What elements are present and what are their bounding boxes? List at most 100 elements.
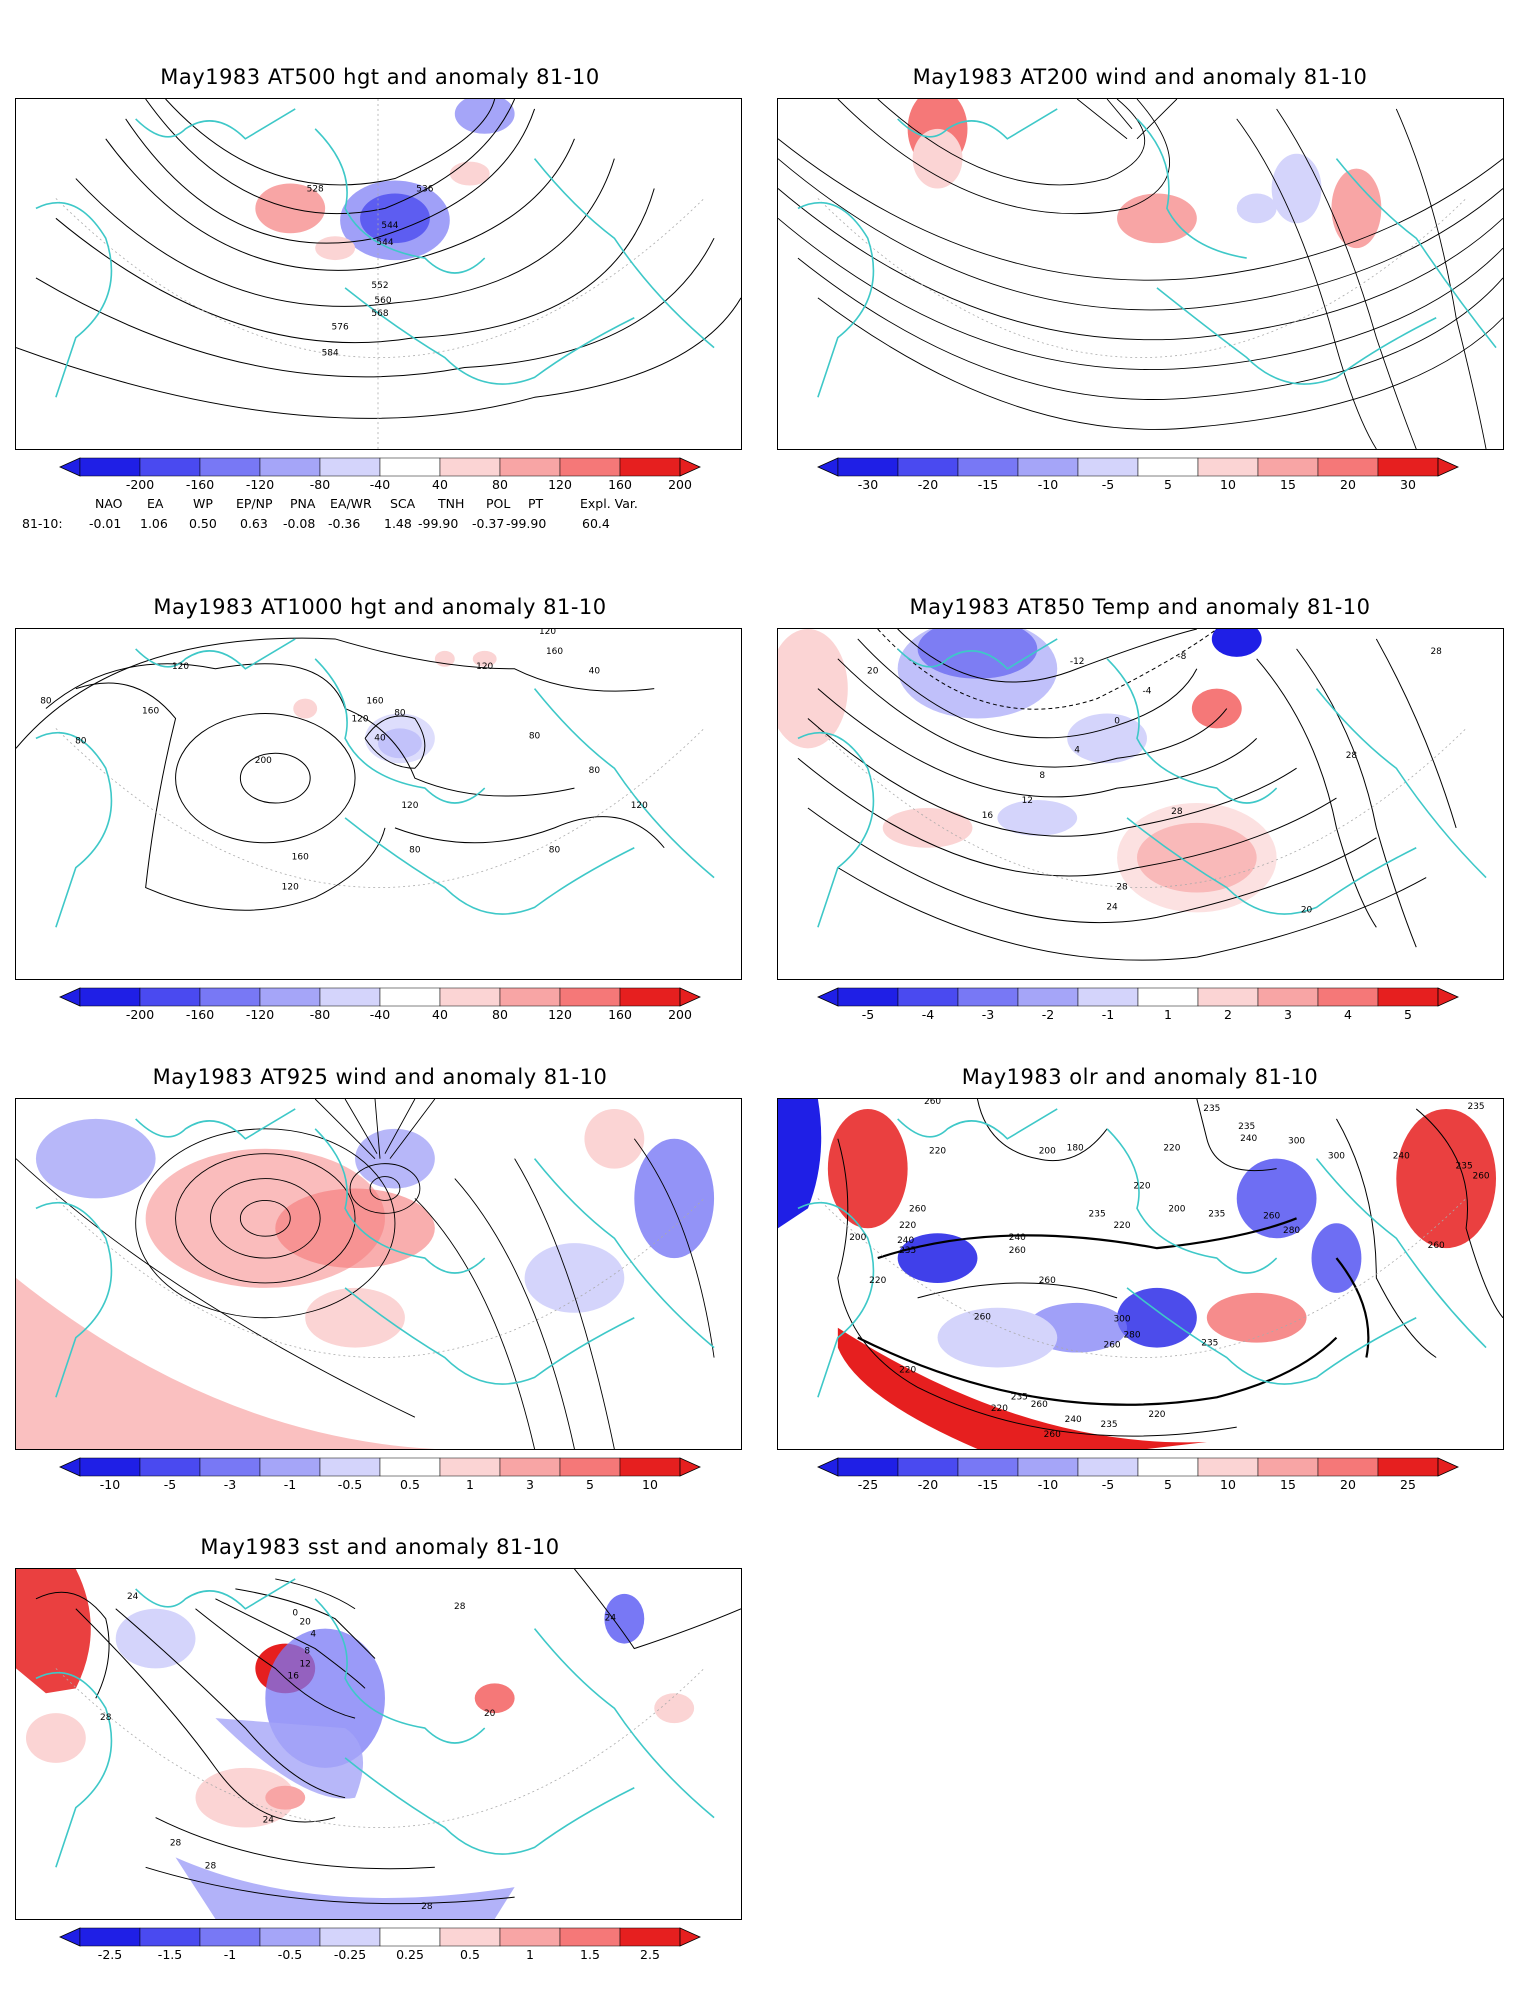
teleconn-value: -0.08 [283,516,316,531]
contour-label: 300 [1328,1152,1345,1162]
contour-label: 4 [310,1630,316,1640]
contour-label: 8 [304,1647,310,1657]
map-925wind [16,1099,715,1449]
contour-label: -4 [1143,687,1152,697]
contour-label: 240 [1393,1152,1410,1162]
contour-label: 20 [484,1709,496,1719]
colorbar-tick-label: -10 [1037,477,1059,492]
streamlines [16,1099,715,1449]
colorbar: -200 -160 -120 -80 -40 40 80 120 160 200 [59,457,701,498]
contour-label: -12 [1070,657,1085,667]
contour-label: 568 [371,309,388,319]
teleconn-header: EA/WR [330,496,372,511]
colorbar: -200 -160 -120 -80 -40 40 80 120 160 200 [59,987,701,1028]
contour-label: 16 [982,811,994,821]
panel-title: May1983 AT850 Temp and anomaly 81-10 [909,595,1371,619]
contour-label: 160 [546,647,563,657]
contour-label: 12 [299,1659,310,1669]
contour-label: 300 [1113,1315,1130,1325]
contour-label: 235 [1208,1209,1225,1219]
contour-label: 280 [1283,1226,1300,1236]
contour-label: 28 [1430,647,1442,657]
contour-label: 0 [1114,716,1120,726]
contour-label: 200 [255,756,272,766]
colorbar-tick-label: 3 [526,1477,534,1492]
contour-labels: 260 220 200 180 220 235 235 240 300 235 … [849,1099,1490,1440]
contour-label: 28 [1171,807,1183,817]
map-frame: 528 536 544 544 552 560 568 576 584 [15,98,742,450]
colorbar: -25 -20 -15 -10 -5 5 10 15 20 25 [817,1457,1459,1498]
colorbar-tick-label: 0.25 [396,1947,424,1962]
colorbar-tick-label: 1 [466,1477,474,1492]
colorbar-swatches [59,457,701,477]
colorbar-tick-label: 5 [586,1477,594,1492]
colorbar-tick-label: -10 [99,1477,121,1492]
coastlines [35,1578,715,1868]
colorbar-tick-label: -15 [977,1477,999,1492]
panel-1000hgt: May1983 AT1000 hgt and anomaly 81-10 [0,530,760,1030]
grid [55,1668,705,1828]
teleconn-value: 0.50 [189,516,217,531]
olr-contours [837,1099,1503,1437]
map-1000hgt: 120 80 160 200 160 120 80 120 80 40 120 … [16,629,715,928]
coastlines [35,1108,715,1398]
sst-contours [35,1569,741,1905]
grid [55,1198,705,1358]
height-contours [16,637,665,911]
teleconn-value: 60.4 [582,516,610,531]
contour-label: 240 [897,1236,914,1246]
grid [817,198,1467,358]
contour-label: 40 [589,667,601,677]
panel-title: May1983 AT500 hgt and anomaly 81-10 [160,65,600,89]
contour-label: 235 [1456,1162,1473,1172]
colorbar-tick-label: -5 [1101,1477,1115,1492]
map-olr: 260 220 200 180 220 235 235 240 300 235 … [778,1099,1503,1449]
contour-label: 235 [1089,1209,1106,1219]
colorbar: -2.5 -1.5 -1 -0.5 -0.25 0.25 0.5 1 1.5 2… [59,1927,701,1968]
colorbar-tick-label: -1.5 [157,1947,183,1962]
teleconn-value: 0.63 [240,516,268,531]
contour-label: 260 [1104,1341,1121,1351]
teleconn-header: EA [147,496,164,511]
teleconn-value: -0.36 [328,516,361,531]
contour-label: 80 [549,846,561,856]
contour-label: 220 [929,1147,946,1157]
contour-label: 120 [539,629,556,637]
contour-label: 24 [263,1816,275,1826]
colorbar-tick-label: -3 [981,1007,995,1022]
contour-label: 220 [899,1221,916,1231]
colorbar-tick-label: 5 [1164,1477,1172,1492]
contour-label: 120 [401,801,418,811]
contour-label: 180 [1067,1144,1084,1154]
contour-label: 24 [1106,902,1118,912]
contour-label: 260 [909,1204,926,1214]
colorbar-tick-label: -1 [283,1477,297,1492]
streamlines [778,99,1503,449]
contour-label: 160 [366,697,383,707]
colorbar-tick-label: -2.5 [97,1947,123,1962]
contour-label: 220 [1113,1221,1130,1231]
contour-label: 160 [292,853,309,863]
panel-title: May1983 AT1000 hgt and anomaly 81-10 [153,595,607,619]
panel-title: May1983 olr and anomaly 81-10 [961,1065,1319,1089]
contour-label: 240 [1009,1233,1026,1243]
teleconn-value: -99.90 [418,516,459,531]
contour-label: 80 [75,736,87,746]
contour-label: 552 [371,281,388,291]
colorbar-tick-label: 3 [1284,1007,1292,1022]
colorbar-tick-label: 30 [1400,477,1416,492]
colorbar-tick-label: -0.5 [277,1947,303,1962]
anomaly-shading [16,1108,715,1449]
contour-label: 220 [991,1404,1008,1414]
map-200wind [778,99,1503,449]
colorbar-tick-label: -200 [125,477,155,492]
panel-title: May1983 AT925 wind and anomaly 81-10 [152,1065,608,1089]
contour-label: 80 [589,766,601,776]
contour-label: 300 [1288,1137,1305,1147]
colorbar-tick-label: -15 [977,477,999,492]
colorbar-swatches [59,1457,701,1477]
colorbar-tick-label: 1.5 [580,1947,600,1962]
panel-200wind: May1983 AT200 wind and anomaly 81-10 [760,0,1520,560]
teleconn-header: WP [193,496,213,511]
panel-title: May1983 AT200 wind and anomaly 81-10 [912,65,1368,89]
